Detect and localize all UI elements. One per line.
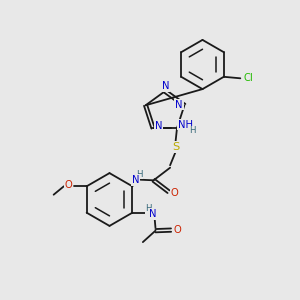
Text: N: N bbox=[162, 81, 169, 91]
Text: N: N bbox=[155, 121, 162, 131]
Text: S: S bbox=[172, 142, 179, 152]
Text: Cl: Cl bbox=[243, 73, 253, 83]
Text: O: O bbox=[65, 180, 73, 190]
Text: O: O bbox=[171, 188, 178, 198]
Text: H: H bbox=[146, 204, 152, 213]
Text: N: N bbox=[149, 209, 156, 219]
Text: H: H bbox=[136, 170, 143, 179]
Text: H: H bbox=[190, 126, 196, 135]
Text: N: N bbox=[175, 100, 183, 110]
Text: NH: NH bbox=[178, 119, 193, 130]
Text: O: O bbox=[173, 225, 181, 235]
Text: N: N bbox=[132, 175, 140, 185]
